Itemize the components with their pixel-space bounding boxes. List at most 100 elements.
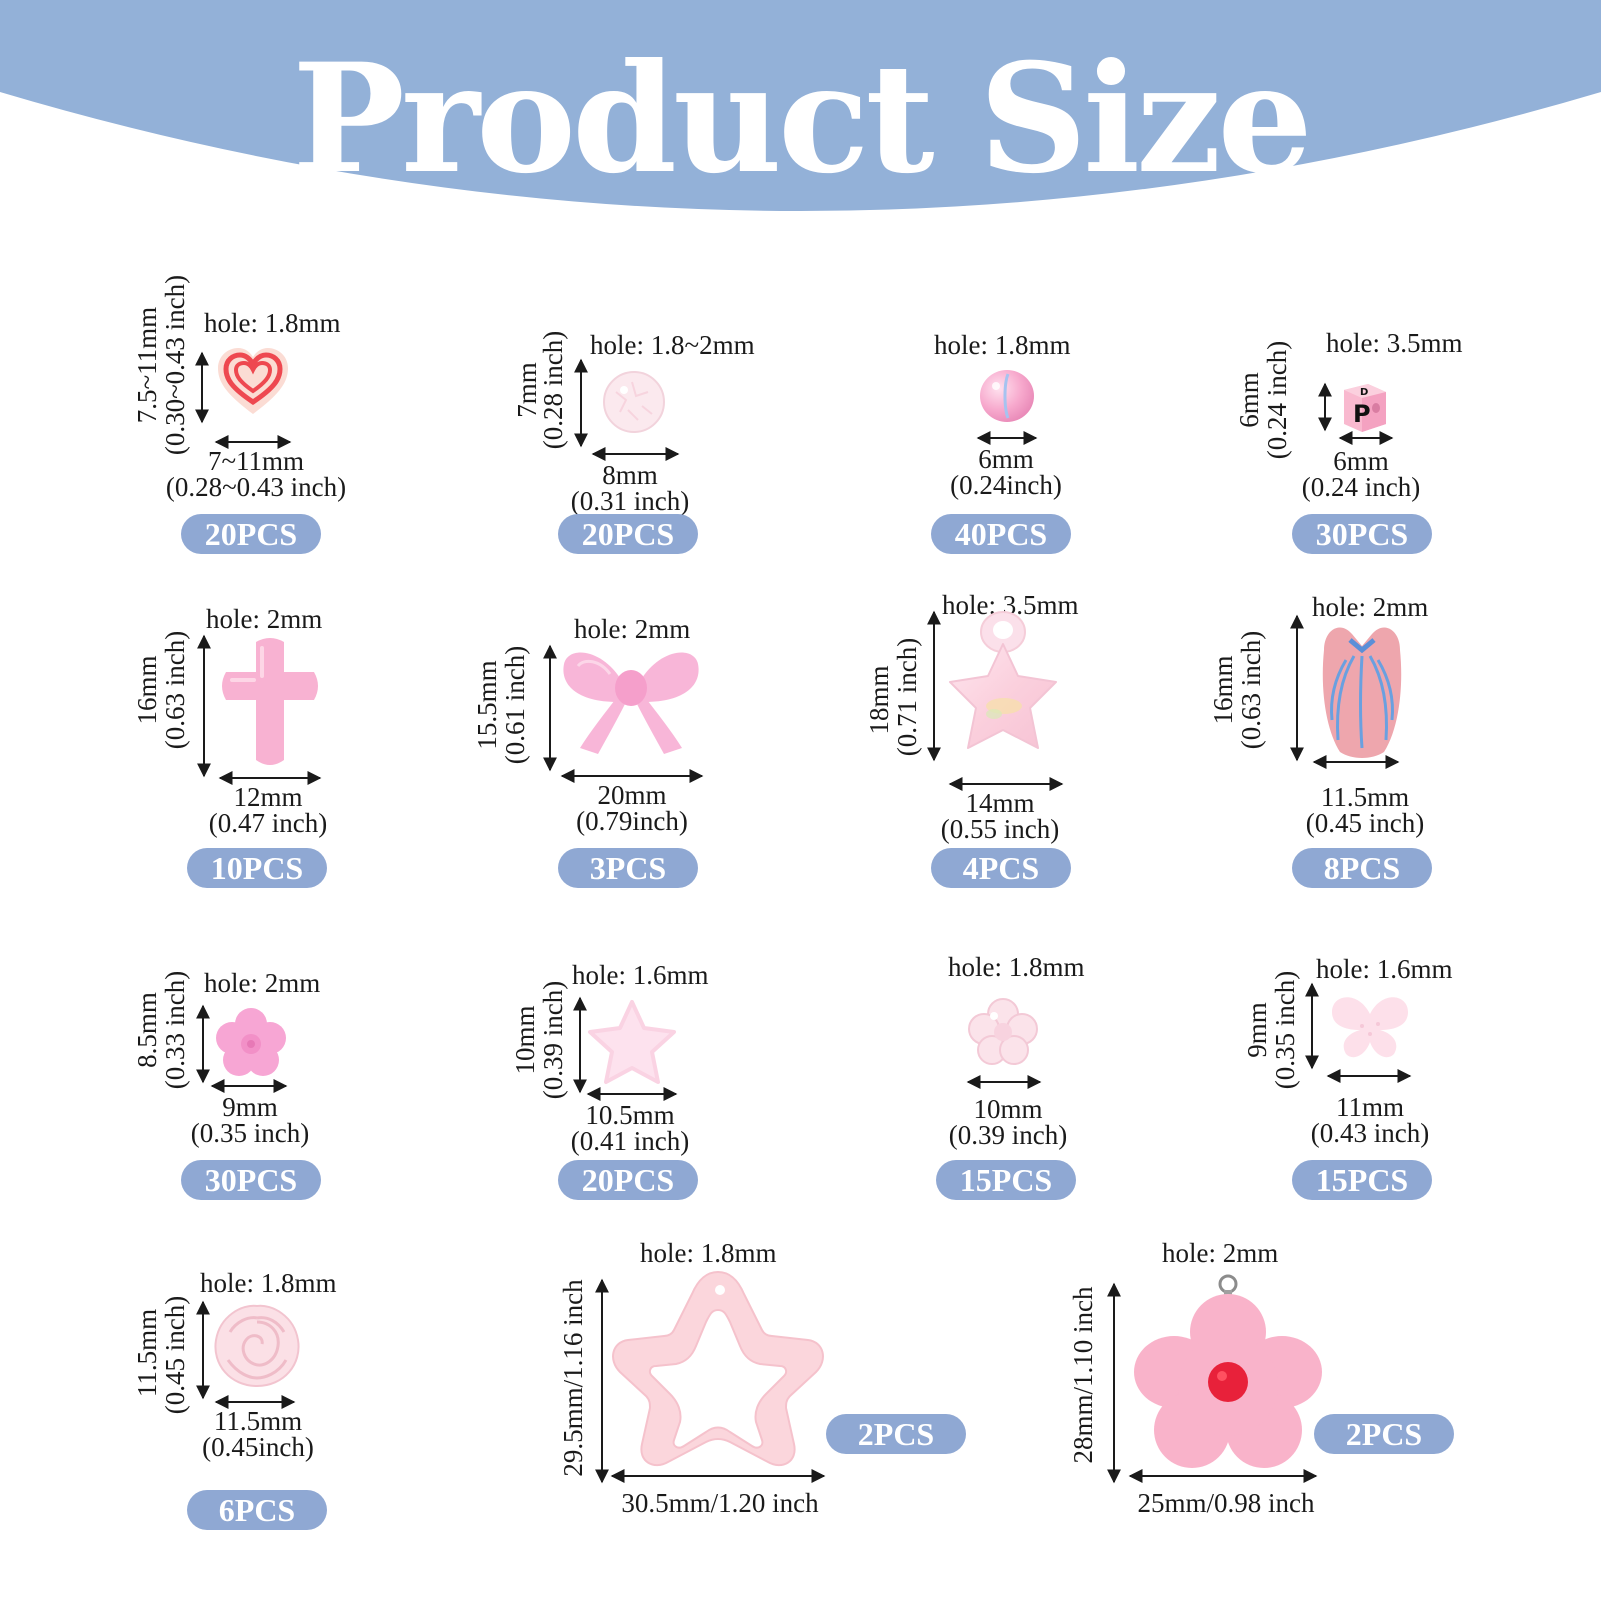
- width-inch-label: (0.39 inch): [948, 1120, 1068, 1150]
- height-arrow: [1290, 614, 1304, 762]
- width-mm-label: 12mm: [233, 782, 303, 812]
- width-arrow: [591, 447, 680, 461]
- cross-bead-icon: [222, 638, 318, 765]
- quantity-badge: 15PCS: [1292, 1160, 1432, 1200]
- quantity-badge: 20PCS: [558, 514, 698, 554]
- width-mm-label: 11.5mm: [213, 1406, 303, 1436]
- width-mm-label: 11mm: [1335, 1092, 1404, 1122]
- product-card-cross: hole: 2mm 16mm (0.63 inch) 12mm (0.47 in…: [0, 580, 400, 900]
- width-inch-label: (0.28~0.43 inch): [165, 472, 347, 502]
- height-arrow: [196, 1004, 210, 1084]
- product-card-tulip: hole: 2mm 16mm (0.63 inch) 11.5mm (0.45 …: [1200, 580, 1600, 900]
- width-arrow: [218, 771, 322, 785]
- width-inch-label: (0.41 inch): [570, 1126, 690, 1156]
- hole-size-label: hole: 1.8mm: [204, 308, 341, 338]
- width-inch-label: (0.31 inch): [570, 486, 690, 516]
- width-mm-label: 14mm: [965, 788, 1035, 818]
- quantity-badge: 20PCS: [181, 514, 321, 554]
- title-banner: [0, 0, 1601, 211]
- hole-size-label: hole: 1.8mm: [200, 1268, 337, 1298]
- hole-size-label: hole: 1.8~2mm: [590, 330, 755, 360]
- height-arrow: [927, 610, 941, 762]
- width-mm-label: 10mm: [973, 1094, 1043, 1124]
- flower-bead-icon: [216, 1008, 286, 1076]
- product-card-bow: hole: 2mm 15.5mm (0.61 inch) 20mm (0.79i…: [400, 580, 800, 900]
- height-arrow: [574, 358, 588, 448]
- quantity-badge: 2PCS: [826, 1414, 966, 1454]
- width-arrow: [1128, 1469, 1318, 1483]
- hole-size-label: hole: 1.6mm: [1316, 954, 1453, 984]
- flower-pendant-icon: [1134, 1274, 1322, 1468]
- width-arrow: [610, 1469, 826, 1483]
- product-card-frosted-star: hole: 1.6mm 10mm (0.39 inch) 10.5mm (0.4…: [400, 940, 800, 1260]
- hole-size-label: hole: 2mm: [204, 968, 321, 998]
- star-frame-pendant-icon: [612, 1270, 824, 1467]
- height-arrow: [1318, 382, 1332, 432]
- width-arrow: [1312, 755, 1400, 769]
- rose-bead-icon: [214, 1304, 300, 1388]
- width-mm-label: 10.5mm: [585, 1100, 675, 1130]
- hole-size-label: hole: 1.8mm: [948, 952, 1085, 982]
- height-arrow: [543, 644, 557, 772]
- pink-pearl-bead-icon: [980, 370, 1034, 422]
- hole-size-label: hole: 1.8mm: [934, 330, 1071, 360]
- star-pendant-icon: [949, 611, 1057, 749]
- quantity-badge: 30PCS: [181, 1160, 321, 1200]
- hole-size-label: hole: 1.6mm: [572, 960, 709, 990]
- width-mm-label: 9mm: [222, 1092, 278, 1122]
- product-card-flower: hole: 2mm 8.5mm (0.33 inch) 9mm (0.35 in…: [0, 940, 400, 1260]
- product-card-letter-cube: hole: 3.5mm 6mm (0.24 inch) P D 6mm (0.2…: [1200, 250, 1600, 570]
- height-arrow: [196, 1300, 210, 1400]
- width-inch-label: (0.45inch): [202, 1432, 314, 1462]
- width-arrow: [966, 1075, 1042, 1089]
- butterfly-bead-icon: [1332, 997, 1408, 1058]
- quantity-badge: 40PCS: [931, 514, 1071, 554]
- product-card-heart: hole: 1.8mm 7.5~11mm (0.30~0.43 inch) 7~…: [0, 250, 400, 570]
- quantity-badge: 2PCS: [1314, 1414, 1454, 1454]
- hole-size-label: hole: 2mm: [206, 604, 323, 634]
- width-inch-label: (0.55 inch): [940, 814, 1060, 844]
- hole-size-label: hole: 2mm: [1162, 1238, 1279, 1268]
- product-card-clear-flower: hole: 1.8mm 10mm (0.39 inch) 15PCS: [800, 940, 1200, 1260]
- width-inch-label: (0.79inch): [576, 806, 688, 836]
- width-arrow: [210, 1079, 288, 1093]
- product-card-butterfly: hole: 1.6mm 9mm (0.35 inch) 11mm (0.43 i…: [1200, 940, 1600, 1260]
- width-mm-label: 6mm: [1333, 446, 1389, 476]
- quantity-badge: 30PCS: [1292, 514, 1432, 554]
- height-arrow: [197, 634, 211, 778]
- width-mm-label: 6mm: [978, 444, 1034, 474]
- width-arrow: [560, 769, 704, 783]
- width-mm-label: 11.5mm: [1320, 782, 1410, 812]
- clear-flower-bead-icon: [968, 998, 1038, 1065]
- product-card-clear-round: hole: 1.8~2mm 7mm (0.28 inch) 8mm (0.31 …: [400, 250, 800, 570]
- width-arrow: [214, 435, 292, 449]
- hole-size-label: hole: 2mm: [1312, 592, 1429, 622]
- letter-cube-bead-icon: P D: [1344, 384, 1386, 432]
- width-inch-label: (0.47 inch): [208, 808, 328, 838]
- width-inch-label: (0.43 inch): [1310, 1118, 1430, 1148]
- quantity-badge: 6PCS: [187, 1490, 327, 1530]
- quantity-badge: 20PCS: [558, 1160, 698, 1200]
- width-inch-label: (0.35 inch): [190, 1118, 310, 1148]
- quantity-badge: 15PCS: [936, 1160, 1076, 1200]
- width-mm-label: 20mm: [597, 780, 667, 810]
- width-label: 30.5mm/1.20 inch: [621, 1488, 819, 1518]
- width-arrow: [586, 1087, 678, 1101]
- hole-size-label: hole: 2mm: [574, 614, 691, 644]
- height-arrow: [595, 1278, 609, 1484]
- product-card-star-frame: hole: 1.8mm 29.5mm/1.16 inch 30.5mm/1.20…: [530, 1220, 1010, 1550]
- page-title: Product Size: [292, 31, 1313, 207]
- hole-size-label: hole: 3.5mm: [1326, 328, 1463, 358]
- width-inch-label: (0.24inch): [950, 470, 1062, 500]
- product-card-flower-pendant: hole: 2mm 28mm/1.10 inch 25mm/0.98 inch …: [1050, 1220, 1530, 1550]
- quantity-badge: 10PCS: [187, 848, 327, 888]
- svg-text:D: D: [1360, 387, 1368, 398]
- width-mm-label: 8mm: [602, 460, 658, 490]
- frosted-star-bead-icon: [588, 1000, 676, 1084]
- heart-bead-icon: [218, 348, 288, 414]
- clear-round-bead-icon: [603, 371, 665, 433]
- hole-size-label: hole: 1.8mm: [640, 1238, 777, 1268]
- width-arrow: [976, 431, 1038, 445]
- width-inch-label: (0.45 inch): [1305, 808, 1425, 838]
- svg-text:P: P: [1353, 400, 1371, 428]
